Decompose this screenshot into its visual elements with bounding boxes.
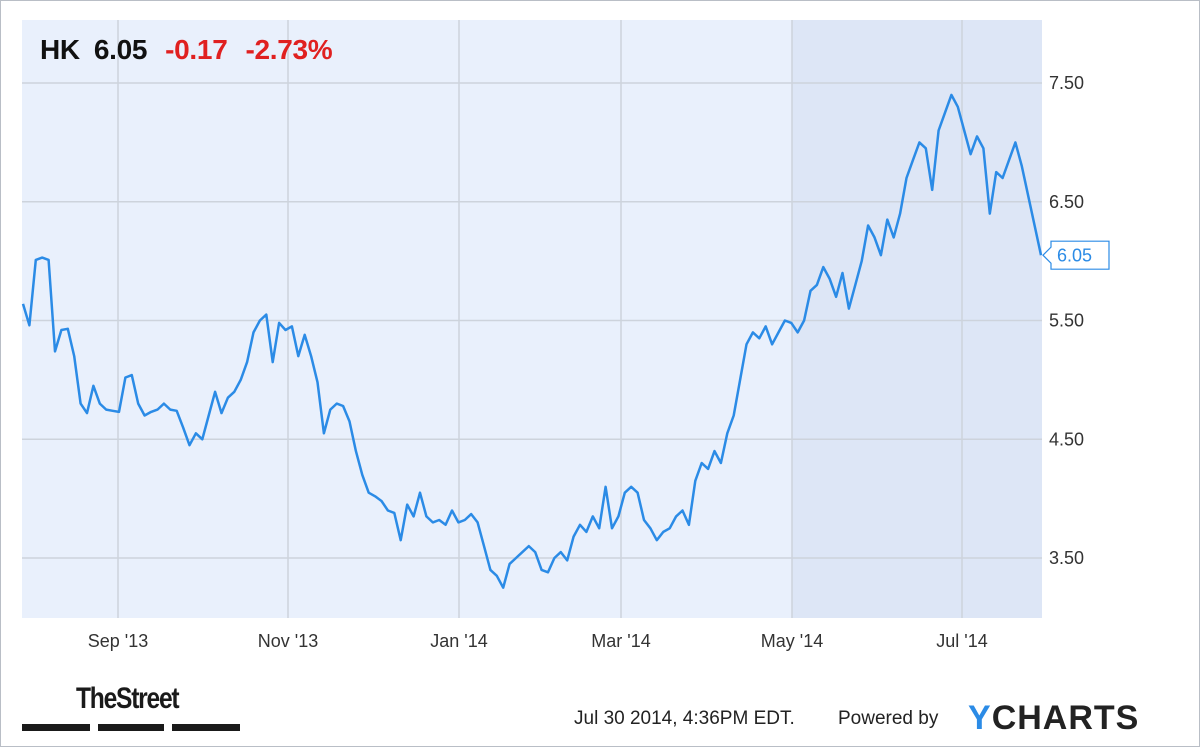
powered-by-label: Powered by: [838, 708, 939, 729]
price-series-line: [21, 93, 1043, 589]
ticker-symbol: HK: [40, 34, 80, 65]
x-axis-tick-labels: Sep '13 Nov '13 Jan '14 Mar '14 May '14 Jul '…: [88, 631, 988, 651]
ticker-change: -0.17: [165, 34, 228, 65]
ticker-header: HK 6.05 -0.17 -2.73%: [40, 34, 333, 66]
last-price-label: 6.05: [1057, 246, 1092, 266]
ticker-change-percent: -2.73%: [245, 34, 333, 65]
x-tick-label: Jan '14: [430, 631, 487, 651]
x-tick-label: Nov '13: [258, 631, 318, 651]
ycharts-logo-y: Y: [968, 699, 992, 737]
y-tick-label: 3.50: [1049, 548, 1084, 568]
x-tick-label: Sep '13: [88, 631, 149, 651]
last-price-flag-box: [1042, 240, 1110, 270]
y-tick-label: 4.50: [1049, 429, 1084, 449]
recent-period-highlight: [792, 20, 1042, 618]
chart-timestamp: Jul 30 2014, 4:36PM EDT.: [574, 708, 795, 729]
ycharts-logo: YCHARTS: [968, 699, 1139, 738]
thestreet-logo-bar: [22, 724, 90, 731]
y-axis-tick-labels: 3.50 4.50 5.50 6.50 7.50: [1049, 73, 1084, 568]
thestreet-logo-bar: [172, 724, 240, 731]
x-tick-label: Mar '14: [591, 631, 650, 651]
y-tick-label: 6.50: [1049, 192, 1084, 212]
last-price-flag: 6.05: [1042, 240, 1110, 270]
y-tick-label: 5.50: [1049, 311, 1084, 331]
y-tick-label: 7.50: [1049, 73, 1084, 93]
x-tick-label: Jul '14: [936, 631, 987, 651]
thestreet-logo: TheStreet: [76, 682, 180, 715]
x-tick-label: May '14: [761, 631, 823, 651]
ticker-price: 6.05: [93, 34, 148, 65]
thestreet-logo-bar: [98, 724, 164, 731]
ycharts-logo-text: CHARTS: [991, 699, 1140, 737]
